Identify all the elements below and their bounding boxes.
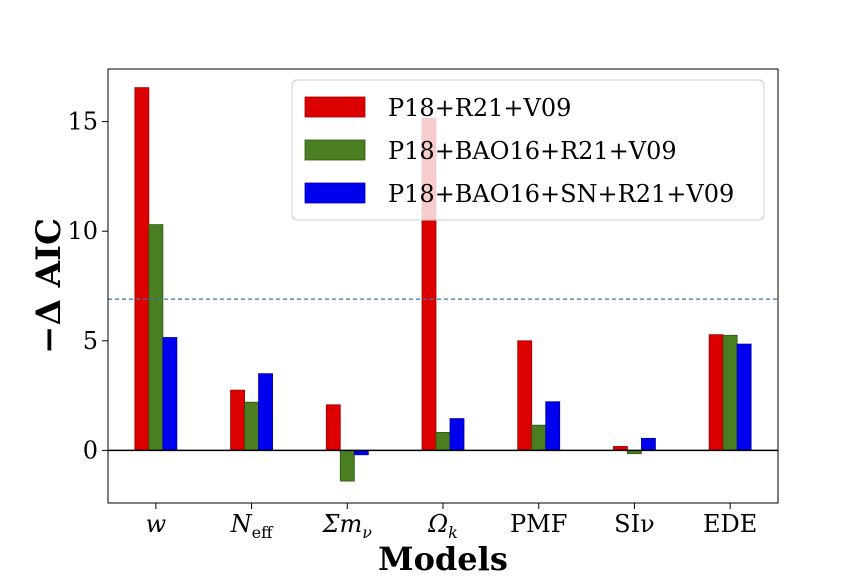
bar-s0-c6 [708,334,724,451]
y-tick-label-0: 0 [83,436,98,464]
bar-s2-c3 [449,418,465,451]
bar-s2-c6 [736,343,752,451]
bar-s1-c0 [148,224,164,451]
legend-swatch-2 [304,182,366,204]
bar-s1-c2 [339,449,355,482]
bar-s0-c2 [325,404,341,451]
bar-s1-c6 [722,334,738,451]
bar-s2-c0 [162,337,178,451]
bar-s0-c4 [517,340,533,451]
bar-s1-c4 [531,424,547,451]
legend-swatch-0 [304,96,366,118]
bar-s2-c5 [641,437,656,451]
x-tick-label-4: PMF [510,510,567,538]
legend-label-1: P18+BAO16+R21+V09 [388,137,677,165]
y-axis-label: −Δ AIC [29,218,69,354]
legend-label-2: P18+BAO16+SN+R21+V09 [388,180,734,208]
x-axis: w Neff Σmν Ωk PMF SIν EDE [146,503,757,542]
x-tick-label-2: Σmν [322,510,373,542]
bar-s1-c1 [244,401,259,451]
x-tick-label-5: SIν [614,510,655,538]
bar-s1-c3 [435,432,451,451]
legend-box [291,79,765,221]
y-tick-label-1: 5 [83,327,98,355]
y-tick-label-3: 15 [67,108,98,136]
x-axis-label: Models [378,540,508,576]
legend-swatch-1 [304,139,366,161]
y-tick-label-2: 10 [67,217,98,245]
x-tick-label-0: w [146,510,167,538]
bar-s2-c1 [258,373,273,451]
x-tick-label-1: Neff [230,510,274,542]
legend: P18+R21+V09 P18+BAO16+R21+V09 P18+BAO16+SN… [291,79,765,221]
plot-frame [107,68,779,504]
legend-label-0: P18+R21+V09 [388,94,571,122]
x-tick-label-6: EDE [703,510,757,538]
x-tick-label-3: Ωk [427,510,458,542]
bar-s2-c4 [545,401,561,451]
bar-s0-c0 [134,87,150,451]
reference-lines-group [108,298,778,452]
bar-s0-c1 [230,389,245,451]
y-axis: 0 5 10 15 [67,108,108,464]
